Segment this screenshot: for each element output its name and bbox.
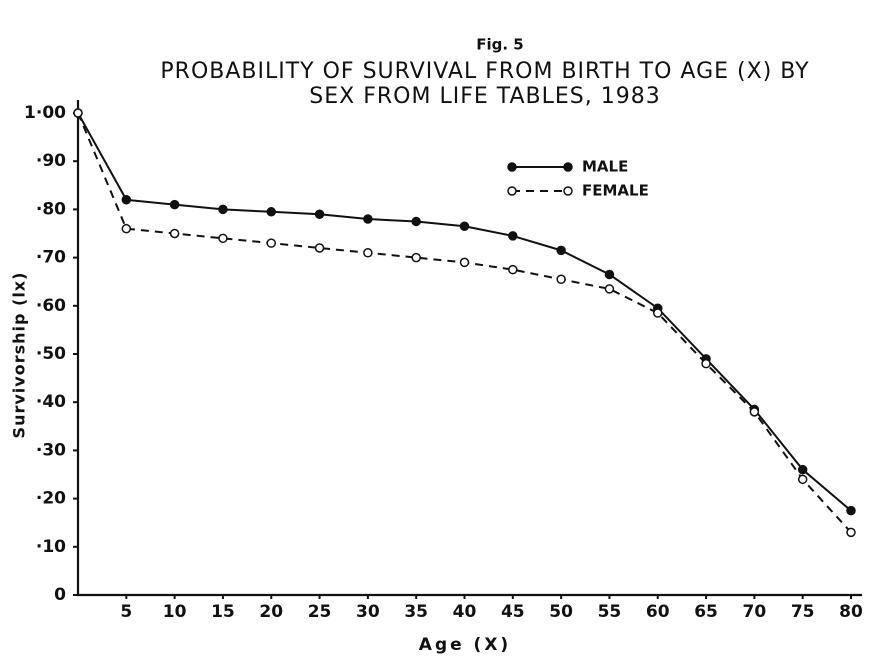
series-line <box>77 112 852 512</box>
data-point <box>218 233 228 244</box>
data-point <box>508 264 518 275</box>
data-point <box>411 216 421 227</box>
y-tick-label: ·70 <box>36 248 66 268</box>
y-tick-label: 1·00 <box>24 103 66 123</box>
data-point <box>846 527 856 538</box>
legend-marker <box>563 186 573 196</box>
x-tick-label: 30 <box>356 602 380 622</box>
data-point <box>749 407 760 417</box>
y-tick-label: ·10 <box>36 537 66 557</box>
data-point <box>121 223 132 234</box>
x-tick-label: 45 <box>501 602 525 622</box>
data-point <box>797 464 808 475</box>
legend-marker <box>563 162 573 172</box>
x-tick-label: 75 <box>791 602 815 622</box>
x-tick-label: 20 <box>259 602 283 622</box>
y-axis-label: Survivorship (lx) <box>10 272 29 439</box>
data-point <box>556 274 566 285</box>
data-point <box>314 209 325 219</box>
data-point <box>653 308 663 318</box>
x-tick-label: 5 <box>120 602 132 622</box>
x-axis-label: Age (X) <box>419 635 511 655</box>
y-tick-label: ·80 <box>36 199 66 219</box>
data-point <box>508 231 518 241</box>
x-tick-label: 60 <box>646 602 670 622</box>
data-point <box>363 214 373 224</box>
data-point <box>604 284 615 294</box>
chart-title: SEX FROM LIFE TABLES, 1983 <box>309 84 660 109</box>
x-tick-label: 80 <box>839 602 863 622</box>
legend-marker <box>507 186 517 196</box>
y-tick-label: ·40 <box>36 392 66 412</box>
data-point <box>266 238 276 248</box>
data-point <box>797 474 808 485</box>
y-tick-label: ·60 <box>36 296 66 316</box>
data-point <box>459 221 470 232</box>
data-point <box>363 248 373 258</box>
data-point <box>218 204 228 215</box>
x-tick-label: 40 <box>453 602 477 622</box>
y-tick-label: ·90 <box>36 151 66 171</box>
data-point <box>266 207 276 217</box>
figure-label: Fig. 5 <box>476 36 523 54</box>
y-tick-label: ·30 <box>36 440 66 460</box>
y-tick-label: 0 <box>54 585 66 605</box>
y-tick-label: ·20 <box>36 489 66 509</box>
data-point <box>556 245 566 256</box>
data-point <box>169 228 180 239</box>
axes <box>76 100 862 597</box>
x-tick-label: 10 <box>163 602 187 622</box>
data-point <box>846 505 856 516</box>
data-point <box>169 199 180 210</box>
data-point <box>604 269 615 280</box>
x-tick-label: 50 <box>549 602 573 622</box>
legend-label: MALE <box>582 158 628 176</box>
data-point <box>459 257 470 268</box>
x-tick-label: 15 <box>211 602 235 622</box>
x-tick-label: 70 <box>743 602 767 622</box>
data-point <box>73 108 83 118</box>
chart-title: PROBABILITY OF SURVIVAL FROM BIRTH TO AG… <box>160 59 809 84</box>
data-point <box>121 195 132 205</box>
data-point <box>411 252 421 263</box>
y-tick-label: ·50 <box>36 344 66 364</box>
x-tick-label: 55 <box>598 602 622 622</box>
x-tick-label: 25 <box>308 602 332 622</box>
x-tick-label: 35 <box>404 602 428 622</box>
legend-label: FEMALE <box>582 182 649 200</box>
x-tick-label: 65 <box>694 602 718 622</box>
data-point <box>314 243 325 253</box>
series-line <box>77 112 852 534</box>
legend-marker <box>507 162 517 172</box>
data-point <box>701 358 711 369</box>
